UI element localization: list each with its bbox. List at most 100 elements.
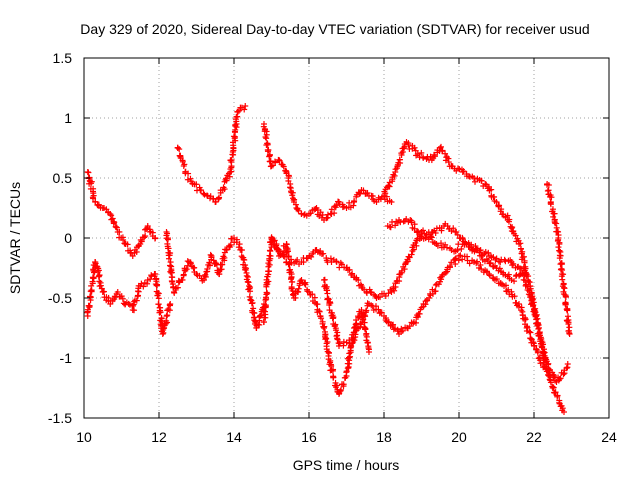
data-point — [301, 280, 308, 287]
y-axis-label: SDTVAR / TECUs — [7, 182, 23, 294]
data-point — [285, 248, 292, 255]
data-point — [349, 270, 356, 277]
data-point — [565, 319, 572, 326]
data-point — [266, 247, 273, 254]
data-point — [438, 276, 445, 283]
data-point — [524, 324, 531, 331]
data-point — [184, 258, 191, 265]
data-point — [422, 234, 429, 241]
data-point — [155, 295, 162, 302]
data-point — [320, 250, 327, 257]
data-point — [229, 151, 236, 158]
data-point — [120, 236, 127, 243]
data-point — [430, 151, 437, 158]
data-point — [485, 249, 492, 256]
data-point — [399, 327, 406, 334]
data-point — [510, 228, 517, 235]
data-point — [518, 304, 525, 311]
data-point — [338, 261, 345, 268]
data-point — [248, 300, 255, 307]
data-point — [352, 334, 359, 341]
data-point — [90, 192, 97, 199]
data-point — [517, 240, 524, 247]
data-point — [536, 354, 543, 361]
data-point — [241, 106, 248, 113]
data-point — [382, 293, 389, 300]
data-point — [292, 294, 299, 301]
data-point — [262, 302, 269, 309]
data-point — [516, 241, 522, 247]
data-point — [329, 367, 336, 374]
satellite-track-5 — [260, 121, 395, 223]
data-point — [92, 199, 99, 205]
data-point — [280, 163, 287, 170]
data-point — [526, 328, 533, 335]
data-point — [505, 218, 512, 225]
data-point — [131, 307, 138, 314]
data-point — [427, 233, 434, 240]
data-point — [496, 202, 503, 209]
data-point — [432, 229, 439, 236]
data-point — [420, 154, 427, 161]
data-point — [269, 236, 276, 243]
data-point — [471, 175, 477, 181]
data-point — [565, 327, 572, 334]
data-point — [561, 409, 567, 415]
data-point — [107, 211, 114, 217]
data-point — [109, 215, 116, 222]
data-point — [397, 219, 404, 226]
data-point — [152, 235, 159, 241]
data-point — [257, 312, 264, 319]
data-point — [477, 261, 484, 268]
data-point — [261, 314, 268, 321]
data-marks — [84, 103, 573, 415]
data-point — [144, 223, 151, 229]
data-point — [352, 323, 359, 330]
data-point — [420, 227, 427, 234]
data-point — [152, 275, 159, 282]
data-point — [442, 269, 449, 276]
data-point — [118, 293, 125, 300]
data-point — [521, 257, 528, 264]
data-point — [452, 256, 459, 263]
data-point — [311, 294, 318, 301]
y-tick-label: -0.5 — [48, 290, 72, 306]
data-point — [247, 288, 254, 295]
data-point — [564, 307, 571, 314]
data-point — [264, 141, 271, 148]
data-point — [140, 283, 147, 290]
data-point — [101, 288, 108, 295]
data-point — [276, 248, 283, 255]
data-point — [434, 242, 441, 249]
data-point — [346, 199, 353, 206]
data-point — [183, 266, 190, 273]
data-point — [328, 206, 335, 213]
data-point — [234, 109, 241, 115]
data-point — [223, 177, 230, 184]
data-point — [337, 388, 344, 395]
data-point — [264, 148, 271, 155]
data-point — [263, 135, 270, 142]
data-point — [362, 313, 369, 320]
data-point — [174, 284, 181, 291]
data-point — [474, 258, 481, 265]
data-point — [378, 309, 385, 316]
data-point — [558, 260, 565, 267]
data-point — [391, 172, 398, 179]
data-point — [405, 253, 412, 260]
data-point — [505, 286, 512, 293]
data-point — [326, 301, 333, 308]
x-tick-label: 18 — [376, 429, 392, 445]
data-point — [321, 276, 328, 283]
data-point — [487, 259, 494, 266]
data-point — [204, 265, 211, 272]
data-point — [364, 189, 371, 196]
data-point — [414, 314, 421, 321]
data-point — [439, 147, 446, 154]
data-point — [383, 193, 390, 200]
satellite-track-2 — [84, 259, 174, 337]
data-point — [202, 273, 209, 280]
data-point — [331, 210, 338, 217]
satellite-track-8 — [321, 252, 552, 379]
data-point — [346, 350, 353, 357]
